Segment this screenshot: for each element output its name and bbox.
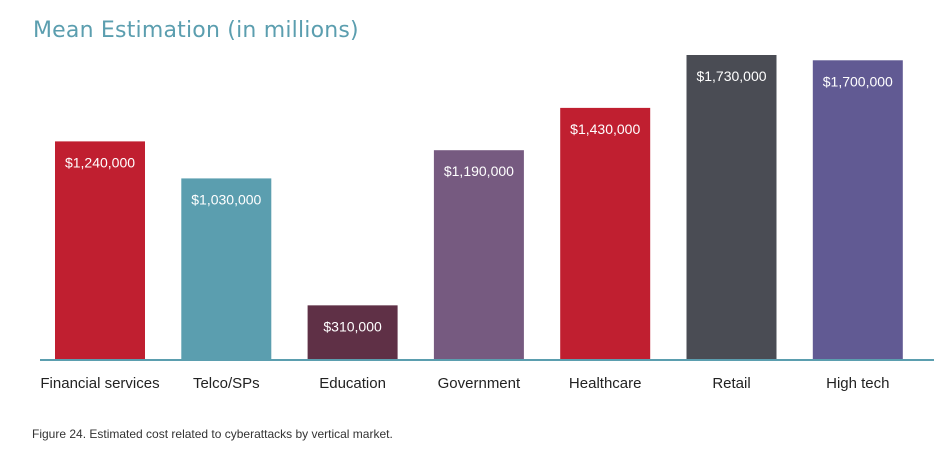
data-label-telco-sps: $1,030,000 xyxy=(191,191,261,207)
category-label-financial-services: Financial services xyxy=(40,375,159,392)
bar-financial-services xyxy=(55,141,145,360)
category-label-retail: Retail xyxy=(712,375,750,392)
labels-group: $1,240,000 Financial services $1,030,000 Te… xyxy=(40,68,893,392)
bar-government xyxy=(433,150,524,360)
bar-healthcare xyxy=(560,107,651,361)
data-label-government: $1,190,000 xyxy=(444,163,514,179)
data-label-financial-services: $1,240,000 xyxy=(65,154,135,170)
data-label-healthcare: $1,430,000 xyxy=(570,121,640,137)
bar-telco-sps xyxy=(181,178,272,360)
category-label-high-tech: High tech xyxy=(826,375,889,392)
data-label-high-tech: $1,700,000 xyxy=(823,73,893,89)
category-label-telco-sps: Telco/SPs xyxy=(193,375,260,392)
bar-chart: $1,240,000 Financial services $1,030,000 Te… xyxy=(40,55,934,392)
chart-title: Mean Estimation (in millions) xyxy=(33,18,359,43)
bar-high-tech xyxy=(812,60,903,361)
category-label-healthcare: Healthcare xyxy=(569,375,642,392)
category-label-education: Education xyxy=(319,375,386,392)
category-label-government: Government xyxy=(438,375,521,392)
data-label-education: $310,000 xyxy=(323,318,382,334)
bar-education xyxy=(307,305,398,360)
figure-caption: Figure 24. Estimated cost related to cyb… xyxy=(32,427,393,441)
data-label-retail: $1,730,000 xyxy=(696,68,766,84)
bar-retail xyxy=(686,55,777,360)
bars-group xyxy=(55,55,903,361)
